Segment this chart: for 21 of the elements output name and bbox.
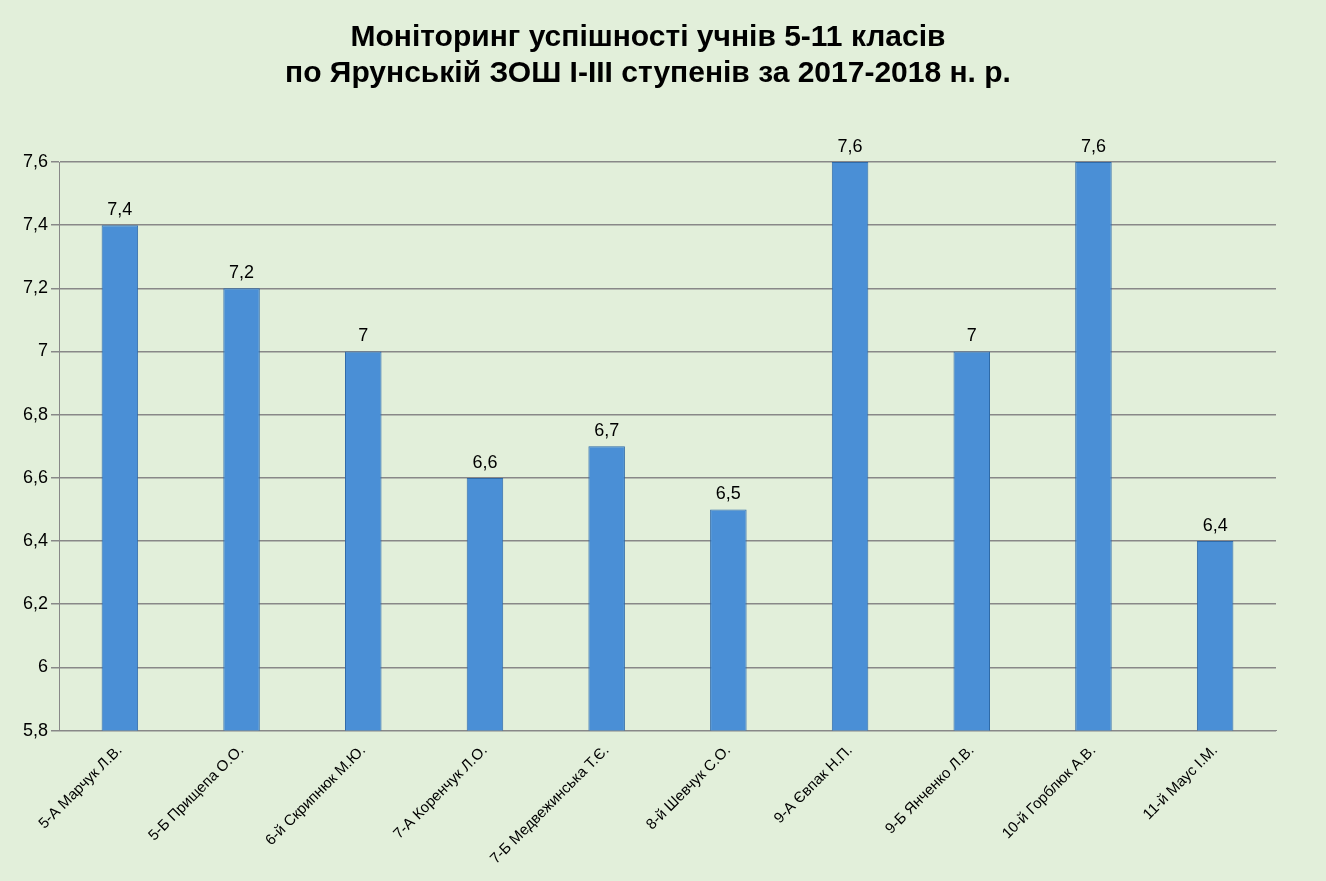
- data-label: 6,4: [1202, 515, 1228, 536]
- y-tick-label: 7,6: [22, 150, 49, 171]
- y-tick-label: 5,8: [22, 719, 49, 740]
- y-tick-label: 7: [38, 340, 49, 361]
- data-label: 7,6: [837, 135, 863, 156]
- y-tick-label: 7,2: [22, 277, 49, 298]
- y-tick-label: 6,6: [22, 466, 49, 487]
- data-label: 6,7: [594, 420, 620, 441]
- data-label: 7,2: [229, 262, 255, 283]
- y-tick-label: 6,2: [22, 593, 49, 614]
- data-label: 6,6: [472, 451, 498, 472]
- y-tick-label: 7,4: [22, 214, 49, 235]
- data-label: 7,6: [1080, 135, 1106, 156]
- y-tick-label: 6,8: [22, 403, 49, 424]
- chart-title: Моніторинг успішності учнів 5-11 класів по Ярунській ЗОШ І-ІІІ ступенів за 2017-2018 н. р.: [285, 19, 1011, 89]
- data-label: 7: [966, 325, 977, 346]
- data-label: 6,5: [715, 483, 741, 504]
- y-tick-label: 6: [38, 656, 49, 677]
- data-label: 7,4: [107, 199, 133, 220]
- data-label: 7: [358, 325, 369, 346]
- y-tick-label: 6,4: [22, 530, 49, 551]
